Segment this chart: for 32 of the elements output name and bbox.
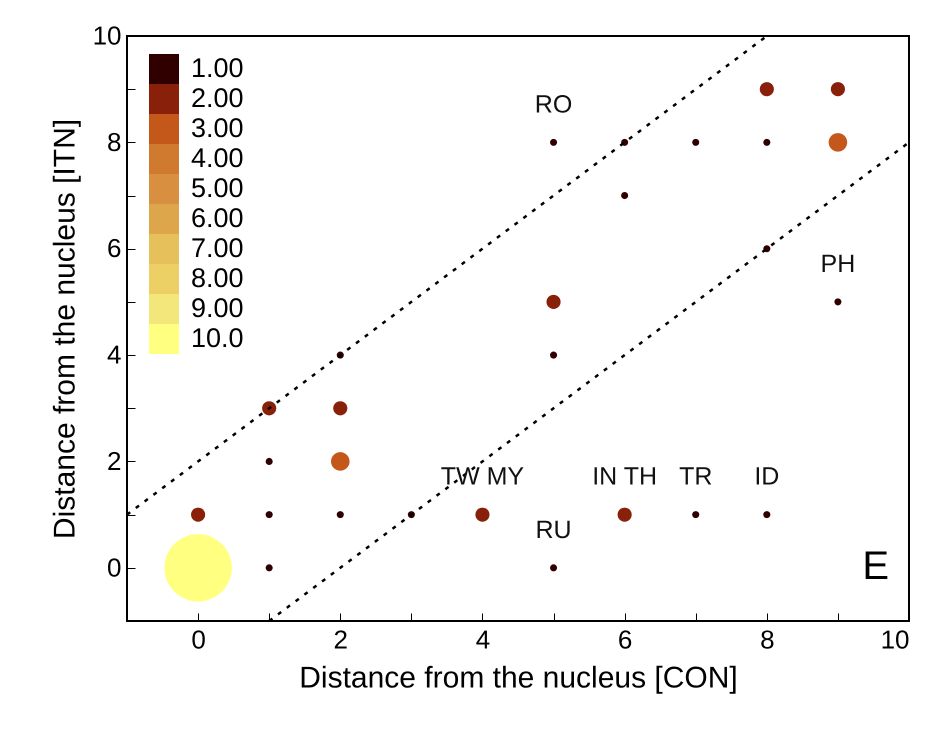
legend-label: 9.00 xyxy=(191,293,244,323)
annotation: TR xyxy=(679,462,712,491)
y-tick-label: 10 xyxy=(92,20,122,50)
annotation: IN TH xyxy=(592,462,658,491)
y-axis-title: Distance from the nucleus [ITN] xyxy=(48,118,82,540)
legend-label: 5.00 xyxy=(191,173,244,203)
x-tick-label: 2 xyxy=(334,624,348,654)
annotation: RO xyxy=(534,90,572,118)
x-tick-label: 10 xyxy=(880,624,910,654)
x-tick-label: 4 xyxy=(476,624,490,654)
legend-label: 7.00 xyxy=(191,233,244,263)
x-tick-label: 0 xyxy=(191,624,206,654)
y-tick-label: 0 xyxy=(107,552,122,582)
y-tick-label: 2 xyxy=(107,446,122,476)
legend-label: 8.00 xyxy=(191,263,244,293)
legend-label: 3.00 xyxy=(191,113,244,143)
legend-label: 4.00 xyxy=(191,143,244,173)
legend-label: 10.0 xyxy=(191,323,244,353)
annotation: ID xyxy=(754,462,780,491)
y-tick-label: 6 xyxy=(107,233,122,264)
y-tick-label: 8 xyxy=(107,126,122,157)
x-axis-title: Distance from the nucleus [CON] xyxy=(299,662,738,694)
annotation: RU xyxy=(535,516,572,544)
annotation: E xyxy=(862,544,889,588)
x-tick-label: 8 xyxy=(760,624,775,654)
x-tick-label: 6 xyxy=(618,624,632,654)
legend-label: 6.00 xyxy=(191,203,244,233)
y-tick-label: 4 xyxy=(107,340,122,370)
legend-label: 1.00 xyxy=(191,53,244,83)
legend-label: 2.00 xyxy=(191,83,244,113)
annotation: TW MY xyxy=(440,462,524,491)
annotation: PH xyxy=(820,250,856,278)
